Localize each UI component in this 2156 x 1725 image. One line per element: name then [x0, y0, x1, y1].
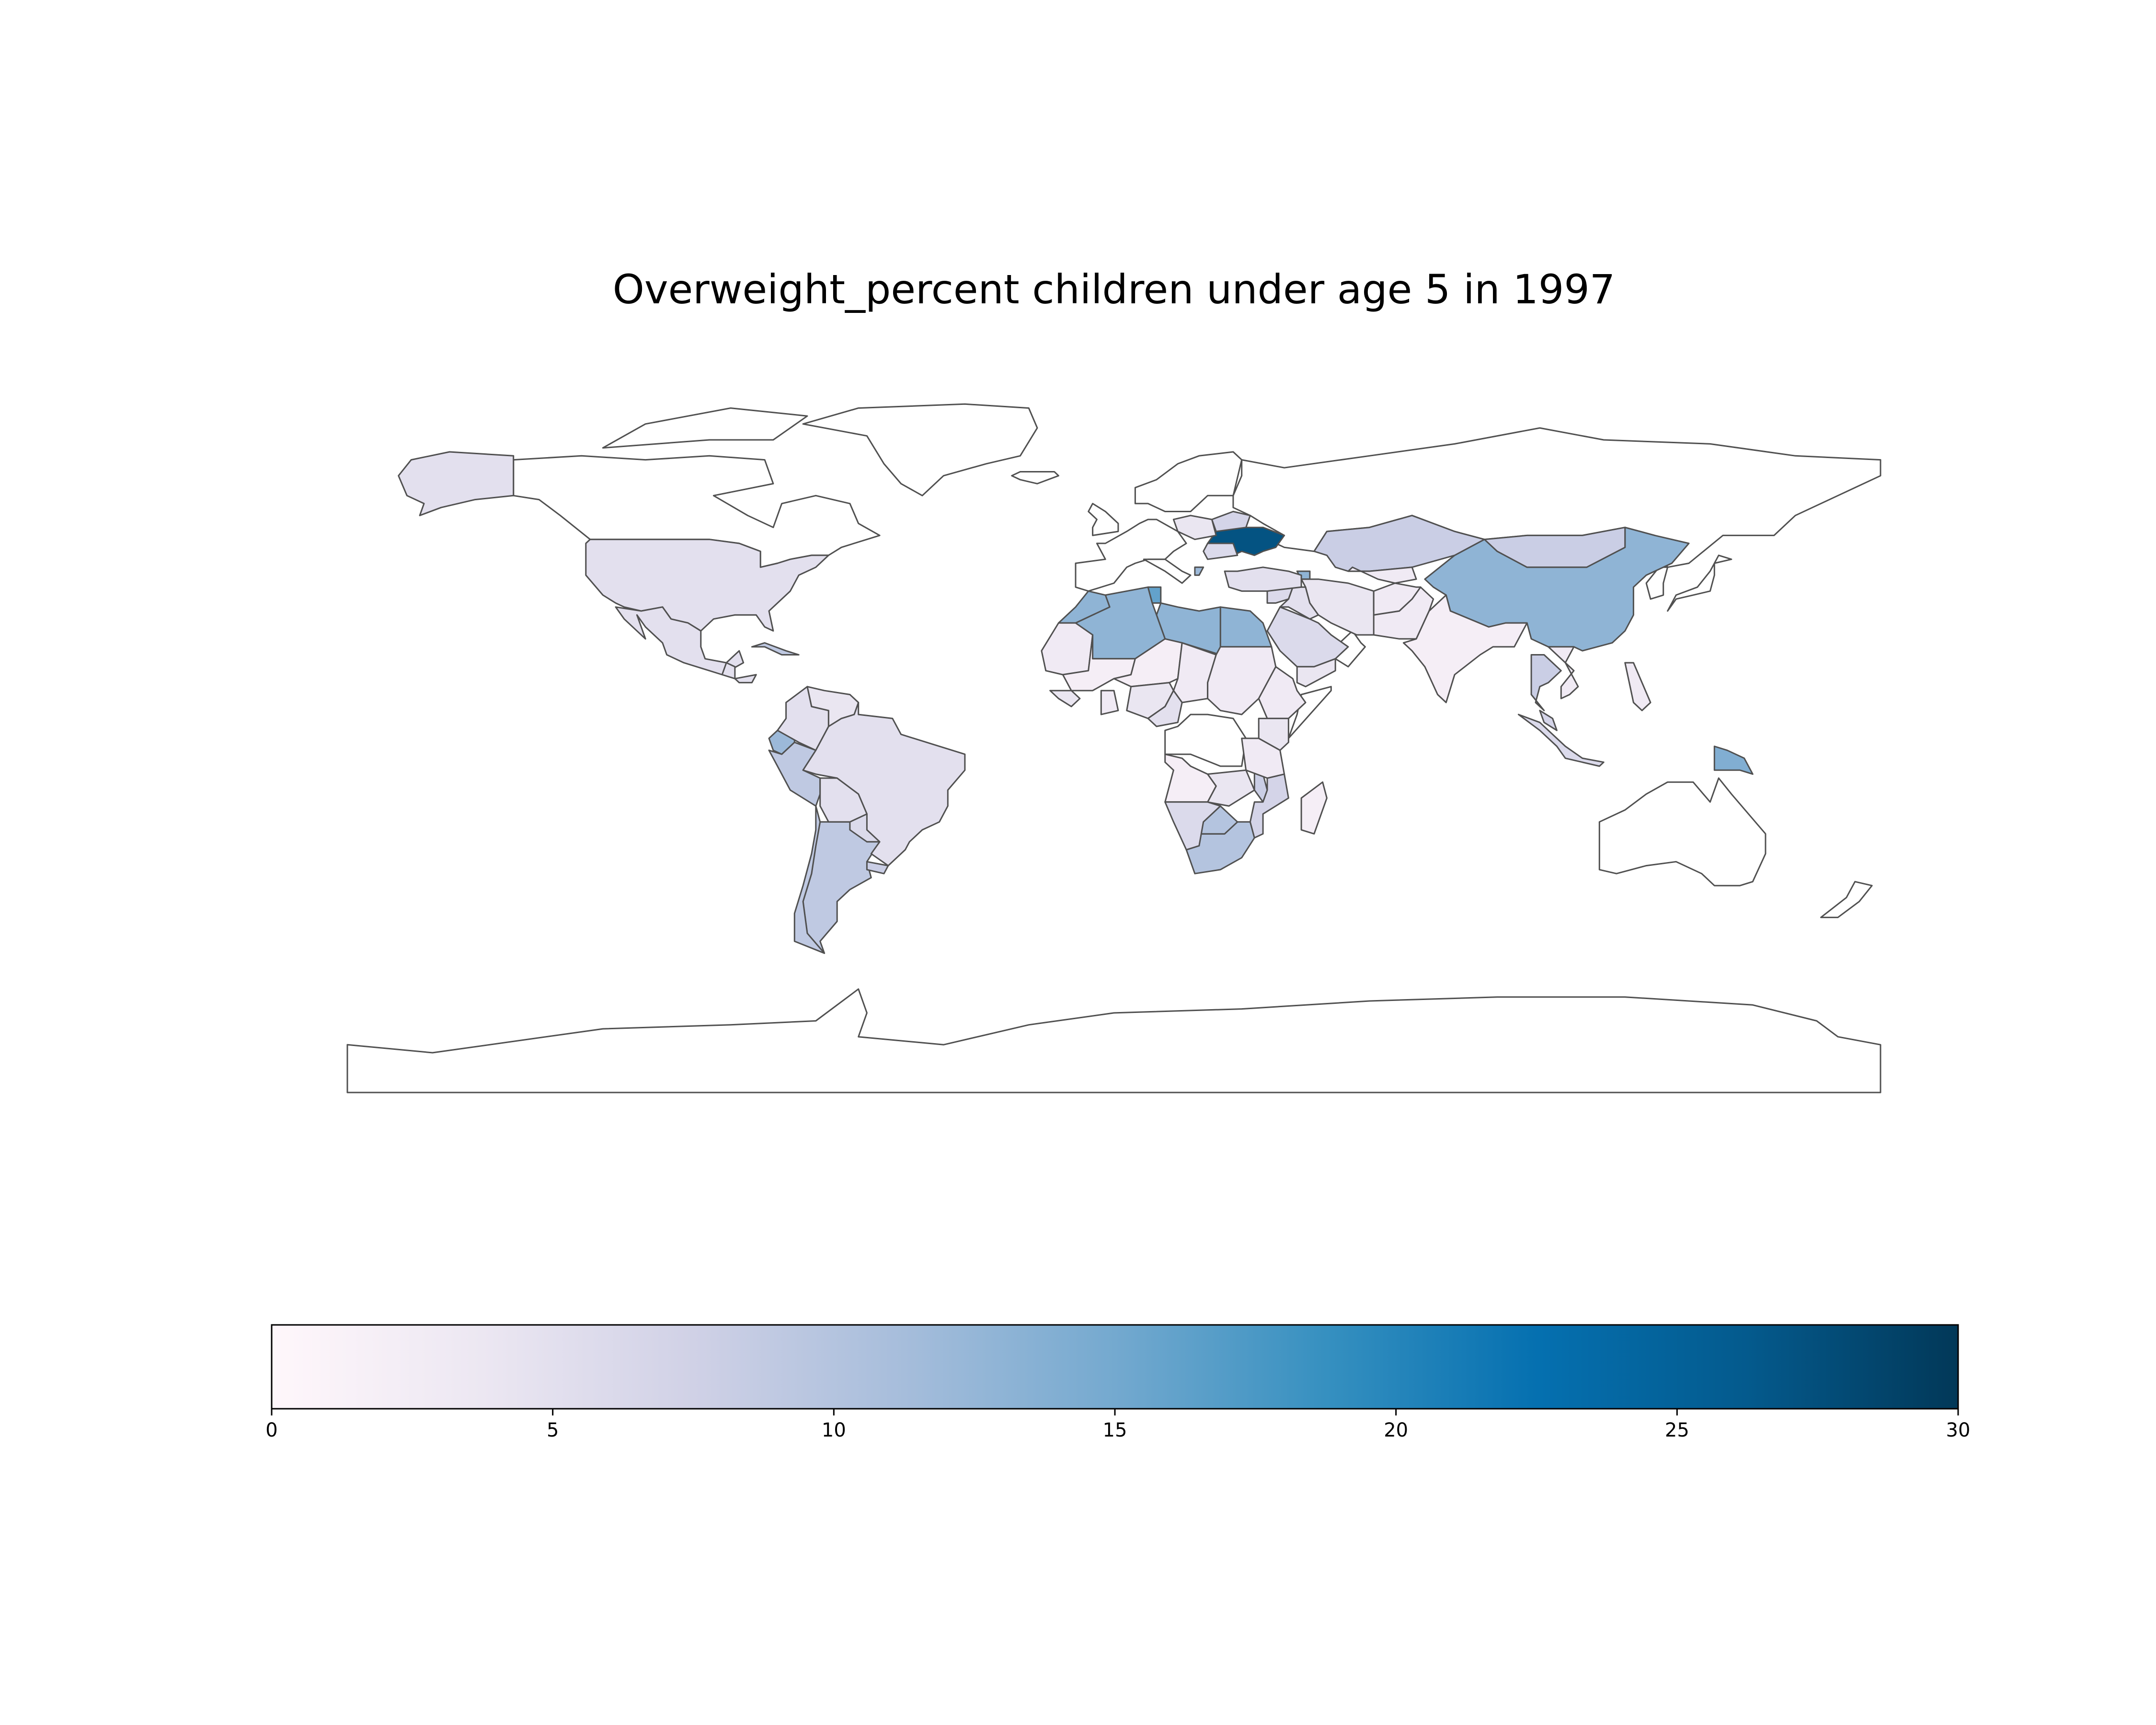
region-namibia — [1164, 801, 1221, 851]
colorbar-tick-label: 10 — [822, 1419, 846, 1441]
land-uk — [1088, 503, 1119, 536]
land-iceland — [1011, 471, 1059, 484]
region-mongolia — [1483, 527, 1626, 568]
region-belarus — [1211, 511, 1251, 532]
region-ghana — [1100, 690, 1119, 715]
colorbar-ticks: 0 5 10 15 20 25 30 — [265, 1409, 1970, 1441]
region-papua-new-guinea — [1713, 746, 1754, 775]
region-iran — [1300, 578, 1379, 636]
region-bolivia — [819, 777, 868, 823]
land-australia — [1598, 777, 1766, 886]
region-uruguay — [866, 861, 889, 874]
region-brazil — [802, 702, 966, 867]
country-regions — [398, 451, 1754, 954]
region-poland — [1172, 515, 1217, 540]
region-malaysia — [1539, 710, 1558, 731]
region-madagascar — [1300, 781, 1328, 835]
colorbar-tick-label: 15 — [1103, 1419, 1127, 1441]
region-chile — [793, 805, 826, 954]
region-cameroon — [1147, 690, 1183, 727]
region-mozambique — [1249, 773, 1289, 839]
region-guinea — [1049, 690, 1081, 707]
region-cuba — [751, 642, 800, 656]
land-new-zealand — [1820, 881, 1873, 919]
region-morocco — [1057, 590, 1111, 624]
land-greenland — [802, 403, 1038, 496]
region-india — [1402, 594, 1528, 703]
region-uzbekistan — [1347, 566, 1417, 584]
region-philippines — [1624, 662, 1651, 712]
colorbar-tick-label: 25 — [1665, 1419, 1689, 1441]
region-tunisia — [1147, 586, 1162, 604]
colorbar-tick-label: 0 — [265, 1419, 277, 1441]
region-turkey — [1224, 566, 1302, 592]
colorbar-tick-label: 20 — [1384, 1419, 1408, 1441]
region-albania — [1194, 566, 1204, 576]
land-antarctica — [346, 988, 1881, 1093]
region-yemen — [1296, 658, 1336, 688]
land-scandinavia — [1134, 451, 1243, 512]
region-guatemala — [721, 662, 736, 679]
region-honduras — [734, 674, 757, 684]
land-western-europe — [1075, 518, 1187, 592]
region-vietnam — [1548, 646, 1579, 700]
region-indonesia — [1517, 713, 1605, 767]
map-title: Overweight_percent children under age 5 … — [612, 266, 1616, 313]
region-romania — [1203, 542, 1239, 560]
region-thailand — [1530, 654, 1562, 712]
region-alaska-united-states — [398, 451, 515, 517]
region-venezuela — [806, 686, 860, 727]
land-central-africa — [1164, 713, 1247, 767]
no-data-land — [346, 403, 1881, 1093]
land-arctic-islands — [602, 407, 808, 449]
land-italy — [1143, 558, 1192, 584]
region-kazakhstan — [1313, 515, 1485, 572]
land-japan — [1667, 554, 1732, 612]
region-afghanistan — [1373, 582, 1422, 616]
colorbar-tick-label: 5 — [547, 1419, 559, 1441]
colorbar-gradient — [271, 1324, 1959, 1410]
land-somalia — [1287, 686, 1332, 739]
colorbar-tick-label: 30 — [1946, 1419, 1971, 1441]
region-zambia — [1207, 769, 1255, 807]
